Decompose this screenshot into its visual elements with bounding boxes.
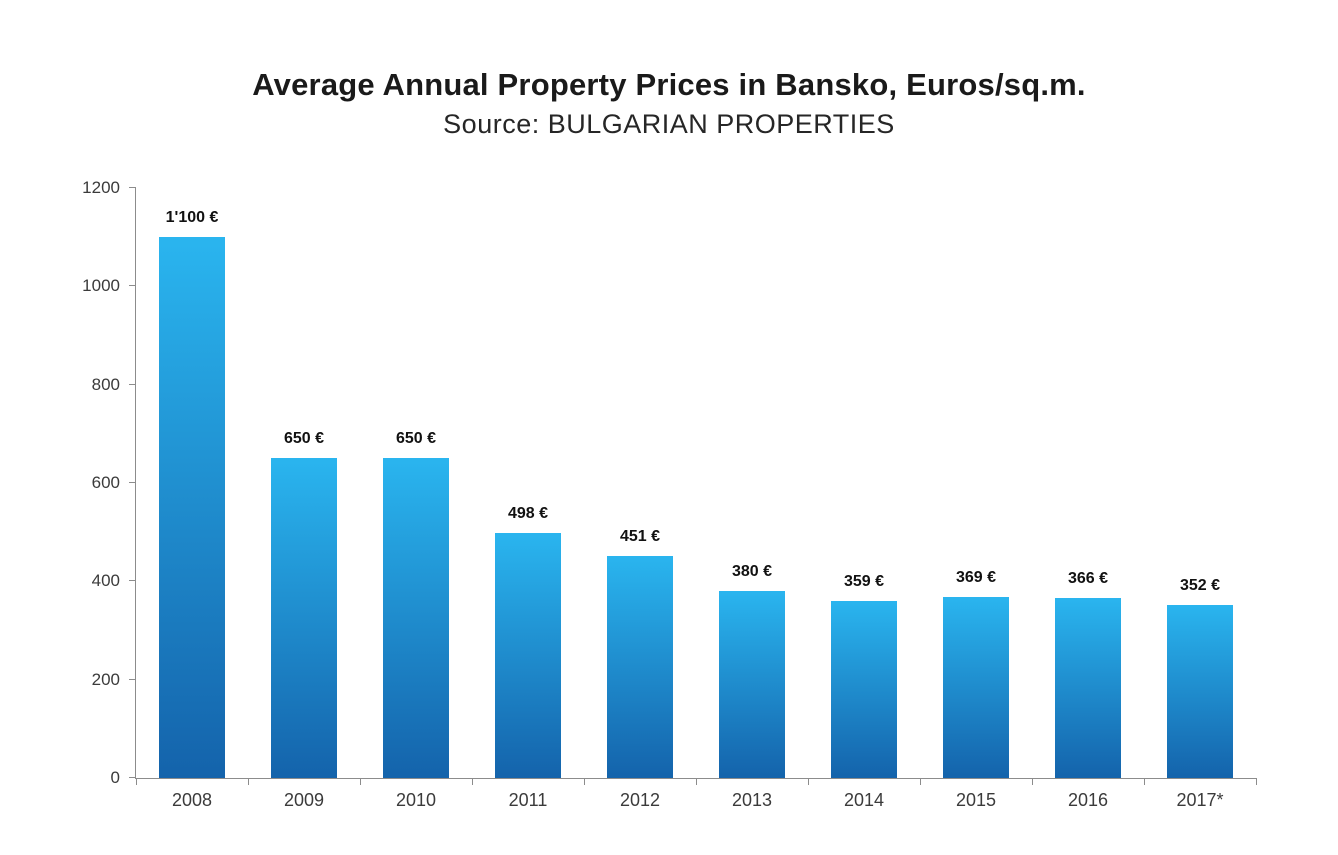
x-axis-tick (1256, 778, 1257, 785)
y-axis-tick-label: 1200 (82, 178, 120, 197)
x-axis-tick (1032, 778, 1033, 785)
plot-area: 0 200 400 600 800 1000 1200 1'100 € 2008 650 € 200… (82, 178, 1257, 810)
bar (719, 591, 785, 778)
x-axis-label: 2013 (731, 790, 773, 810)
x-axis-tick (808, 778, 809, 785)
x-axis-label: 2010 (395, 790, 437, 810)
chart-subtitle: Source: BULGARIAN PROPERTIES (443, 109, 895, 140)
y-axis-tick-label: 200 (91, 669, 120, 689)
bar (831, 601, 897, 778)
bar-slot: 1'100 € 2008 (136, 188, 248, 810)
bar-slot: 380 € 2013 (696, 188, 808, 810)
x-axis-tick (248, 778, 249, 785)
y-axis-tick (129, 777, 136, 778)
y-axis-tick (129, 383, 136, 385)
bar-slot: 498 € 2011 (472, 188, 584, 810)
x-axis-label: 2009 (283, 790, 325, 810)
x-axis-label: 2014 (843, 790, 885, 810)
x-axis-label: 2011 (508, 790, 548, 810)
bar-value-label: 498 € (507, 505, 549, 522)
bar (1055, 598, 1121, 778)
bar-slot: 369 € 2015 (920, 188, 1032, 810)
x-axis-label: 2008 (171, 790, 213, 810)
bar (943, 597, 1009, 778)
x-axis-tick (472, 778, 473, 785)
y-axis-tick-label: 600 (91, 473, 120, 492)
y-axis-tick (129, 678, 136, 680)
y-axis-tick (129, 580, 136, 582)
y-axis-tick (129, 285, 136, 287)
bar-slot: 650 € 2009 (248, 188, 360, 810)
bar (607, 556, 673, 778)
bar-slot: 359 € 2014 (808, 188, 920, 810)
y-axis-tick-label: 400 (91, 571, 120, 591)
bar-value-label: 1'100 € (165, 209, 219, 226)
chart-header: Average Annual Property Prices in Bansko… (0, 66, 1338, 140)
y-axis-tick (129, 482, 136, 483)
bar (271, 458, 337, 778)
x-axis-tick (696, 778, 697, 785)
x-axis-tick (920, 778, 921, 785)
y-axis-tick (129, 187, 136, 188)
bar-value-label: 650 € (283, 430, 325, 447)
x-axis-tick (136, 778, 137, 785)
bar (495, 533, 561, 778)
x-axis-label: 2012 (619, 790, 661, 810)
x-axis-label: 2016 (1067, 790, 1109, 810)
x-axis-tick (584, 778, 585, 785)
bar-value-label: 451 € (619, 528, 661, 545)
bar-value-label: 369 € (955, 569, 997, 586)
bar (159, 237, 225, 778)
bar-slot: 366 € 2016 (1032, 188, 1144, 810)
bar-value-label: 380 € (731, 563, 773, 580)
bar (1167, 605, 1233, 778)
y-axis-tick-label: 800 (91, 374, 120, 394)
x-axis-label: 2017* (1176, 790, 1224, 810)
bar-value-label: 352 € (1179, 577, 1221, 594)
bar-slot: 650 € 2010 (360, 188, 472, 810)
y-axis-tick-label: 0 (110, 768, 120, 787)
bar (383, 458, 449, 778)
chart-title: Average Annual Property Prices in Bansko… (252, 67, 1086, 102)
bar-value-label: 650 € (395, 430, 437, 447)
x-axis-label: 2015 (955, 790, 997, 810)
bar-value-label: 359 € (843, 573, 885, 590)
x-axis-tick (1144, 778, 1145, 785)
y-axis-tick-label: 1000 (82, 276, 120, 296)
bar-slot: 451 € 2012 (584, 188, 696, 810)
bar-value-label: 366 € (1067, 570, 1109, 587)
x-axis-tick (360, 778, 361, 785)
bar-slot: 352 € 2017* (1144, 188, 1256, 810)
